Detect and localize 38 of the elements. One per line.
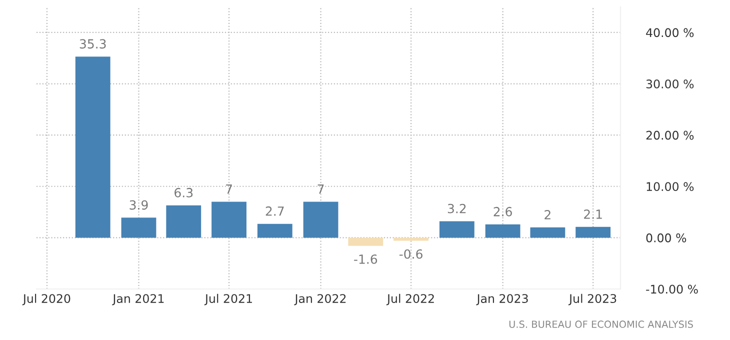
x-tick-label: Jan 2022 (294, 294, 346, 306)
bar (166, 205, 202, 238)
data-label: -1.6 (354, 254, 378, 264)
bar (485, 224, 520, 238)
text: U.S. BUREAU OF ECONOMIC ANALYSIS (509, 320, 693, 328)
data-label: 3.9 (130, 200, 148, 210)
bar (576, 226, 611, 238)
data-label: 2.7 (266, 206, 284, 216)
x-tick-label: Jul 2021 (204, 294, 252, 306)
data-label: 2.6 (494, 206, 512, 216)
data-label: 7 (318, 184, 324, 194)
data-label: 7 (226, 184, 232, 194)
x-tick-label: Jul 2023 (568, 294, 616, 306)
data-label: 2 (544, 210, 550, 220)
bar (257, 224, 292, 238)
y-tick-label: 30.00 % (646, 79, 694, 88)
bar (348, 238, 384, 246)
bar (394, 238, 428, 241)
data-label: 35.3 (80, 39, 106, 49)
bar (530, 227, 566, 238)
bar (121, 218, 156, 238)
data-label: 6.3 (174, 188, 193, 198)
bar (439, 221, 474, 238)
x-tick-label: Jan 2023 (476, 294, 528, 306)
y-tick-label: 10.00 % (646, 182, 694, 192)
data-label: 2.1 (584, 209, 602, 219)
bar (303, 202, 338, 238)
data-label: 3.2 (448, 204, 466, 214)
x-tick-label: Jan 2021 (112, 294, 164, 306)
data-label: -0.6 (399, 249, 422, 259)
y-tick-label: 40.00 % (646, 28, 694, 38)
bar (212, 202, 246, 238)
x-tick-label: Jul 2020 (22, 294, 70, 306)
y-tick-label: -10.00 % (646, 284, 698, 294)
x-tick-label: Jul 2022 (386, 294, 434, 306)
bar (75, 56, 110, 238)
y-tick-label: 20.00 % (646, 130, 694, 140)
y-tick-label: 0.00 % (646, 233, 686, 242)
